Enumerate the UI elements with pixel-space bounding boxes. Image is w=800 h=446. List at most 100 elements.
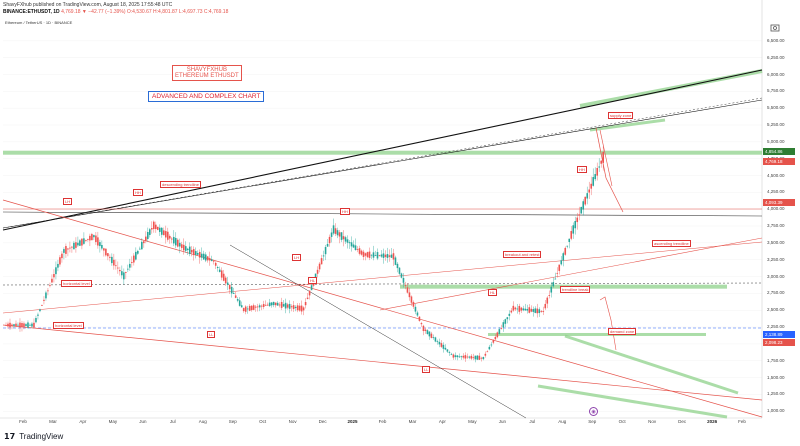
candle-body bbox=[162, 230, 165, 236]
candle-body bbox=[164, 231, 167, 238]
tradingview-brand[interactable]: 𝟭𝟳 TradingView bbox=[4, 432, 63, 441]
candle-body bbox=[572, 225, 575, 234]
chart-subtitle: Ethereum / TetherUS · 1D · BINANCE bbox=[5, 20, 73, 25]
y-tick-label: 1,000.00 bbox=[767, 408, 785, 414]
candle-body bbox=[105, 248, 107, 256]
candle-body bbox=[522, 308, 525, 311]
candle-body bbox=[394, 257, 397, 265]
candle-body bbox=[474, 355, 477, 360]
candle-body bbox=[486, 351, 489, 353]
candle-body bbox=[113, 259, 115, 266]
candle-body bbox=[254, 306, 257, 308]
candle-body bbox=[430, 333, 433, 338]
candle-body bbox=[494, 336, 497, 340]
candle-body bbox=[280, 302, 283, 308]
x-tick-label: May bbox=[468, 419, 477, 424]
candle-body bbox=[422, 325, 425, 332]
y-tick-label: 4,250.00 bbox=[767, 189, 785, 195]
candles bbox=[5, 146, 605, 363]
y-tick-label: 3,250.00 bbox=[767, 256, 785, 262]
x-tick-label: Feb bbox=[738, 419, 746, 424]
event-marker-icon[interactable]: ◉ bbox=[589, 407, 598, 416]
candle-body bbox=[178, 242, 181, 247]
candle-body bbox=[198, 251, 201, 258]
candle-body bbox=[536, 308, 539, 314]
symbol-name[interactable]: BINANCE:ETHUSDT, 1D bbox=[3, 9, 60, 15]
y-tick-label: 3,000.00 bbox=[767, 273, 785, 279]
candle-body bbox=[121, 271, 123, 276]
x-tick-label: Sep bbox=[228, 419, 237, 424]
candle-body bbox=[318, 263, 321, 270]
candle-body bbox=[139, 248, 141, 250]
x-tick-label: Jun bbox=[498, 419, 506, 424]
candle-body bbox=[196, 253, 199, 255]
candle-body bbox=[332, 225, 335, 234]
pattern-label: LH bbox=[292, 254, 302, 261]
candle-body bbox=[592, 177, 595, 186]
candle-body bbox=[109, 256, 111, 258]
candle-body bbox=[206, 256, 209, 261]
candle-body bbox=[328, 236, 331, 244]
candle-body bbox=[334, 228, 337, 234]
subtitle-annotation: ADVANCED AND COMPLEX CHART bbox=[148, 91, 265, 102]
candle-body bbox=[378, 255, 381, 257]
candle-body bbox=[216, 267, 219, 269]
candle-body bbox=[538, 309, 541, 314]
candle-body bbox=[65, 246, 67, 254]
candle-body bbox=[490, 344, 493, 346]
snapshot-icon[interactable] bbox=[770, 22, 780, 32]
candle-body bbox=[450, 353, 453, 355]
candle-body bbox=[200, 253, 203, 258]
candle-body bbox=[111, 256, 113, 264]
candle-body bbox=[524, 308, 527, 311]
candle-body bbox=[444, 347, 447, 350]
candle-body bbox=[542, 311, 545, 313]
candle-body bbox=[135, 251, 137, 260]
demand-zone-lower bbox=[488, 332, 706, 336]
candle-body bbox=[590, 183, 593, 189]
candle-body bbox=[448, 352, 451, 353]
candle-body bbox=[454, 355, 457, 358]
candle-body bbox=[290, 306, 293, 308]
candle-body bbox=[548, 295, 551, 296]
candle-body bbox=[266, 304, 269, 306]
rising-trendline-mid bbox=[2, 99, 763, 229]
candle-body bbox=[172, 236, 175, 244]
candle-body bbox=[264, 304, 267, 306]
diagonal-drop-line bbox=[229, 244, 527, 419]
candle-body bbox=[145, 236, 147, 242]
candle-body bbox=[188, 246, 191, 254]
y-tick-label: 6,500.00 bbox=[767, 37, 785, 43]
projection-path bbox=[595, 127, 624, 213]
candle-body bbox=[500, 328, 503, 329]
candle-body bbox=[580, 206, 583, 214]
candle-body bbox=[296, 305, 299, 311]
candle-body bbox=[530, 308, 533, 312]
candle-body bbox=[11, 324, 13, 326]
candle-body bbox=[534, 308, 537, 313]
candle-body bbox=[228, 284, 231, 290]
candle-body bbox=[360, 250, 363, 255]
price-axis[interactable]: 6,500.00 6,250.00 6,000.00 5,750.00 5,500.00… bbox=[763, 0, 800, 425]
time-axis[interactable]: Feb Mar Apr May Jun Jul Aug Sep Oct Nov Dec 2025 Feb… bbox=[0, 419, 763, 429]
candle-body bbox=[39, 309, 41, 312]
candle-body bbox=[125, 272, 127, 273]
candle-body bbox=[508, 313, 511, 316]
descending-trendline-1 bbox=[2, 199, 763, 418]
candle-body bbox=[406, 287, 409, 293]
candle-body bbox=[564, 247, 567, 255]
x-tick-label: Feb bbox=[378, 419, 387, 424]
candle-body bbox=[300, 305, 303, 312]
candle-body bbox=[286, 304, 289, 308]
candle-body bbox=[21, 323, 23, 328]
candle-body bbox=[482, 356, 485, 360]
candle-body bbox=[75, 242, 77, 248]
candle-body bbox=[234, 295, 237, 298]
candle-body bbox=[354, 245, 357, 251]
candle-body bbox=[456, 355, 459, 358]
candle-body bbox=[492, 340, 495, 343]
candle-body bbox=[232, 292, 235, 294]
candle-body bbox=[204, 254, 207, 261]
pattern-label: HH bbox=[340, 208, 350, 215]
